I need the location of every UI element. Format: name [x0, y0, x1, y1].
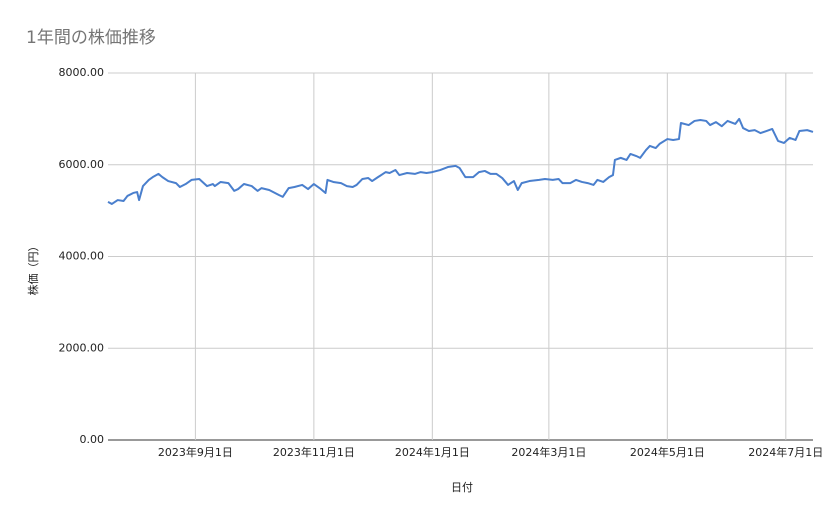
y-axis-label: 株価（円）: [26, 241, 40, 296]
x-tick-label: 2024年1月1日: [395, 445, 470, 459]
y-tick-label: 6000.00: [59, 158, 105, 171]
x-tick-label: 2023年11月1日: [273, 445, 355, 459]
x-axis-label: 日付: [451, 481, 473, 494]
x-tick-label: 2024年3月1日: [511, 445, 586, 459]
x-tick-label: 2024年7月1日: [748, 445, 823, 459]
chart-title: 1年間の株価推移: [26, 28, 156, 48]
y-tick-label: 0.00: [80, 433, 105, 446]
x-tick-label: 2024年5月1日: [630, 445, 705, 459]
y-tick-label: 4000.00: [59, 250, 105, 263]
x-tick-label: 2023年9月1日: [158, 445, 233, 459]
y-tick-label: 2000.00: [59, 341, 105, 354]
y-tick-label: 8000.00: [59, 66, 105, 79]
line-series: [107, 117, 814, 205]
